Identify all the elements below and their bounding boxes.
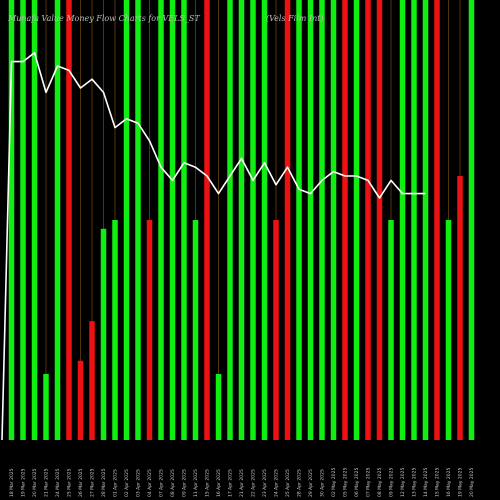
x-tick-label: 25 Apr 2025 (285, 469, 291, 497)
bar (422, 0, 429, 440)
line-series (1, 51, 426, 441)
bar (146, 220, 153, 440)
bar (8, 0, 15, 440)
x-tick-label: 22 Apr 2025 (251, 469, 257, 497)
x-tick-label: 30 Apr 2025 (320, 469, 326, 497)
x-tick-label: 09 May 2025 (389, 468, 395, 497)
x-tick-label: 08 May 2025 (377, 468, 383, 497)
bar (411, 0, 417, 440)
bar (77, 360, 84, 440)
money-flow-line (1, 51, 426, 441)
x-tick-label: 06 May 2025 (354, 468, 360, 497)
bar (330, 0, 337, 440)
bar (434, 0, 440, 440)
x-tick-label: 15 Apr 2025 (205, 469, 211, 497)
bar (376, 0, 383, 440)
bar (31, 0, 38, 440)
bar (169, 0, 176, 440)
bar (54, 0, 61, 440)
bar (261, 0, 268, 440)
bar (112, 220, 118, 440)
x-tick-label: 13 May 2025 (412, 468, 418, 497)
x-tick-label: 08 Apr 2025 (170, 469, 176, 497)
bar-series (8, 0, 475, 440)
bar (457, 176, 463, 440)
x-tick-label: 24 Apr 2025 (274, 469, 280, 497)
bar (284, 0, 291, 440)
x-tick-label: 03 Apr 2025 (136, 469, 142, 497)
bar (204, 0, 210, 440)
chart-title: Munafa Value Money Flow Charts for VELS_… (8, 14, 200, 23)
x-tick-label: 28 Apr 2025 (297, 469, 303, 497)
bar (319, 0, 325, 440)
bar (296, 0, 302, 440)
x-tick-label: 21 Mar 2025 (44, 468, 50, 497)
x-tick-label: 07 May 2025 (366, 468, 372, 497)
bar (123, 0, 130, 440)
x-tick-label: 17 Apr 2025 (228, 469, 234, 497)
x-tick-label: 18 Mar 2025 (9, 468, 15, 497)
x-tick-label: 24 Mar 2025 (55, 468, 61, 497)
x-tick-label: 02 May 2025 (331, 468, 337, 497)
x-tick-label: 09 Apr 2025 (182, 469, 188, 497)
bar (365, 0, 371, 440)
x-tick-label: 01 Apr 2025 (113, 469, 119, 497)
bar (158, 0, 164, 440)
x-tick-label: 21 Apr 2025 (239, 469, 245, 497)
x-tick-label: 15 May 2025 (435, 468, 441, 497)
bar (181, 0, 187, 440)
x-tick-label: 04 Apr 2025 (147, 469, 153, 497)
x-tick-label: 19 Mar 2025 (21, 468, 27, 497)
x-tick-labels: 18 Mar 2025 19 Mar 2025 20 Mar 2025 21 Mar … (9, 468, 475, 497)
bar (468, 0, 475, 440)
bar (273, 220, 279, 440)
x-tick-label: 14 May 2025 (423, 468, 429, 497)
x-tick-label: 28 Mar 2025 (101, 468, 107, 497)
bar (342, 0, 348, 440)
x-tick-label: 05 May 2025 (343, 468, 349, 497)
x-tick-label: 19 May 2025 (458, 468, 464, 497)
bar (43, 374, 49, 440)
x-tick-label: 26 Mar 2025 (78, 468, 84, 497)
bar (66, 0, 72, 440)
x-tick-label: 20 May 2025 (469, 468, 475, 497)
x-tick-label: 23 Apr 2025 (262, 469, 268, 497)
x-tick-label: 07 Apr 2025 (159, 469, 165, 497)
bar (353, 0, 360, 440)
bar (388, 220, 394, 440)
x-tick-label: 02 Apr 2025 (124, 469, 130, 497)
x-tick-label: 11 Apr 2025 (193, 469, 199, 497)
bar (20, 0, 26, 440)
x-tick-label: 25 Mar 2025 (67, 468, 73, 497)
bar (215, 374, 222, 440)
bar (399, 0, 406, 440)
x-tick-label: 12 May 2025 (400, 468, 406, 497)
x-tick-label: 20 Mar 2025 (32, 468, 38, 497)
x-tick-label: 29 Apr 2025 (308, 469, 314, 497)
bar (100, 228, 107, 440)
bar (238, 0, 245, 440)
bar (445, 220, 452, 440)
bar (89, 321, 95, 440)
bar (227, 0, 233, 440)
bar (192, 220, 199, 440)
x-tick-label: 27 Mar 2025 (90, 468, 96, 497)
x-tick-label: 16 May 2025 (446, 468, 452, 497)
bar (135, 0, 141, 440)
bar (250, 0, 256, 440)
chart-subtitle: (Vels Film Int) (266, 14, 324, 23)
bar (307, 0, 314, 440)
x-tick-label: 16 Apr 2025 (216, 469, 222, 497)
